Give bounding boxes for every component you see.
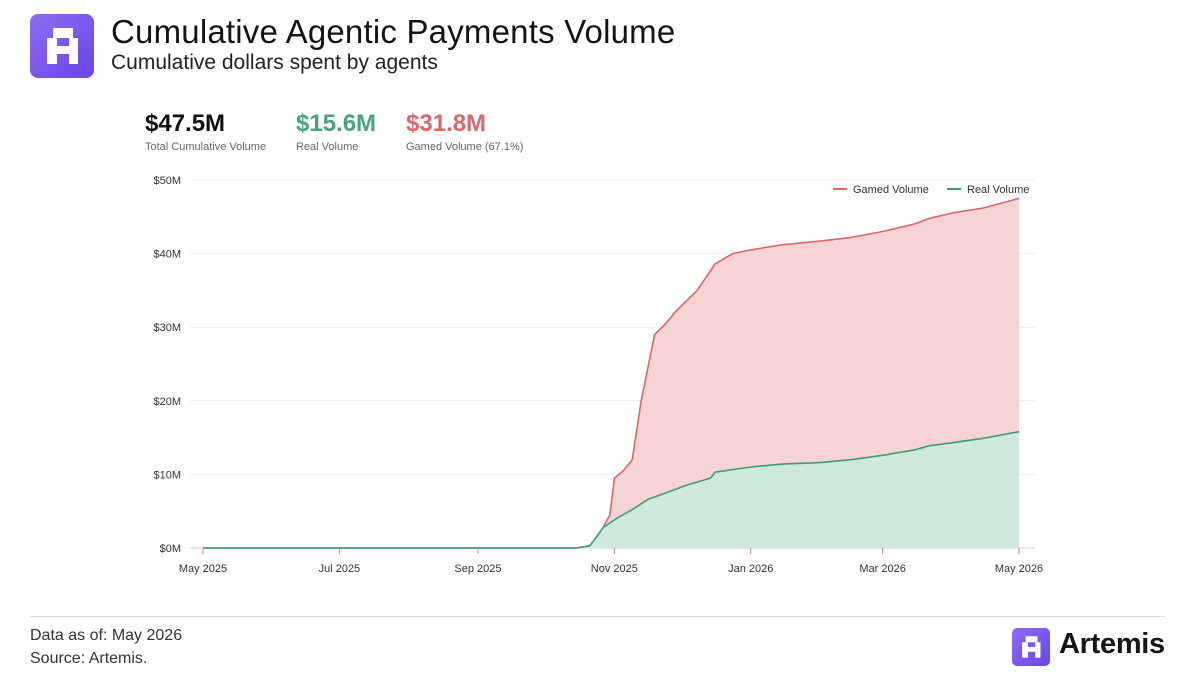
x-tick-label: May 2026 <box>995 563 1043 575</box>
real-volume-area <box>203 431 1019 548</box>
y-tick-label: $10M <box>153 469 181 481</box>
x-tick-label: May 2025 <box>179 563 227 575</box>
kpi-real-label: Real Volume <box>296 141 359 153</box>
y-tick-label: $30M <box>153 322 181 334</box>
kpi-gamed: $31.8M Gamed Volume (67.1%) <box>406 110 523 153</box>
y-tick-label: $0M <box>160 543 181 555</box>
gamed-volume-area <box>203 198 1019 548</box>
kpi-real: $15.6M Real Volume <box>296 110 376 153</box>
artemis-logo <box>30 14 94 78</box>
y-tick-label: $20M <box>153 396 181 408</box>
artemis-brand-icon <box>1012 628 1050 666</box>
x-tick-label: Jan 2026 <box>728 563 773 575</box>
gamed-volume-line <box>203 197 1020 549</box>
legend-label-gamed-volume: Gamed Volume <box>853 184 929 196</box>
x-axis: May 2025 Jul 2025 Sep 2025 Nov 2025 Jan 2026… <box>179 548 1043 575</box>
real-volume-line <box>203 430 1020 549</box>
kpi-gamed-value: $31.8M <box>406 110 487 137</box>
y-tick-label: $50M <box>153 175 181 187</box>
x-tick-label: Jul 2025 <box>319 563 361 575</box>
x-tick-label: Mar 2026 <box>859 563 905 575</box>
data-source: Source: Artemis. <box>30 650 148 667</box>
y-axis: $0M $10M $20M $30M $40M $50M <box>153 175 181 555</box>
kpi-total: $47.5M Total Cumulative Volume <box>145 110 266 153</box>
kpi-total-value: $47.5M <box>145 110 226 137</box>
x-tick-label: Nov 2025 <box>591 563 638 575</box>
kpi-real-value: $15.6M <box>296 110 377 137</box>
chart-subtitle: Cumulative dollars spent by agents <box>111 51 438 74</box>
footer-divider <box>30 616 1165 617</box>
chart-title: Cumulative Agentic Payments Volume <box>111 13 676 50</box>
x-tick-label: Sep 2025 <box>454 563 501 575</box>
kpi-gamed-label: Gamed Volume (67.1%) <box>406 141 524 153</box>
legend-label-real-volume: Real Volume <box>967 184 1029 196</box>
legend: Gamed Volume Real Volume <box>833 184 1029 196</box>
artemis-wordmark: Artemis <box>1059 628 1165 660</box>
kpi-total-label: Total Cumulative Volume <box>145 141 267 153</box>
series-areas <box>203 197 1020 549</box>
y-tick-label: $40M <box>153 249 181 261</box>
data-as-of: Data as of: May 2026 <box>30 627 183 644</box>
